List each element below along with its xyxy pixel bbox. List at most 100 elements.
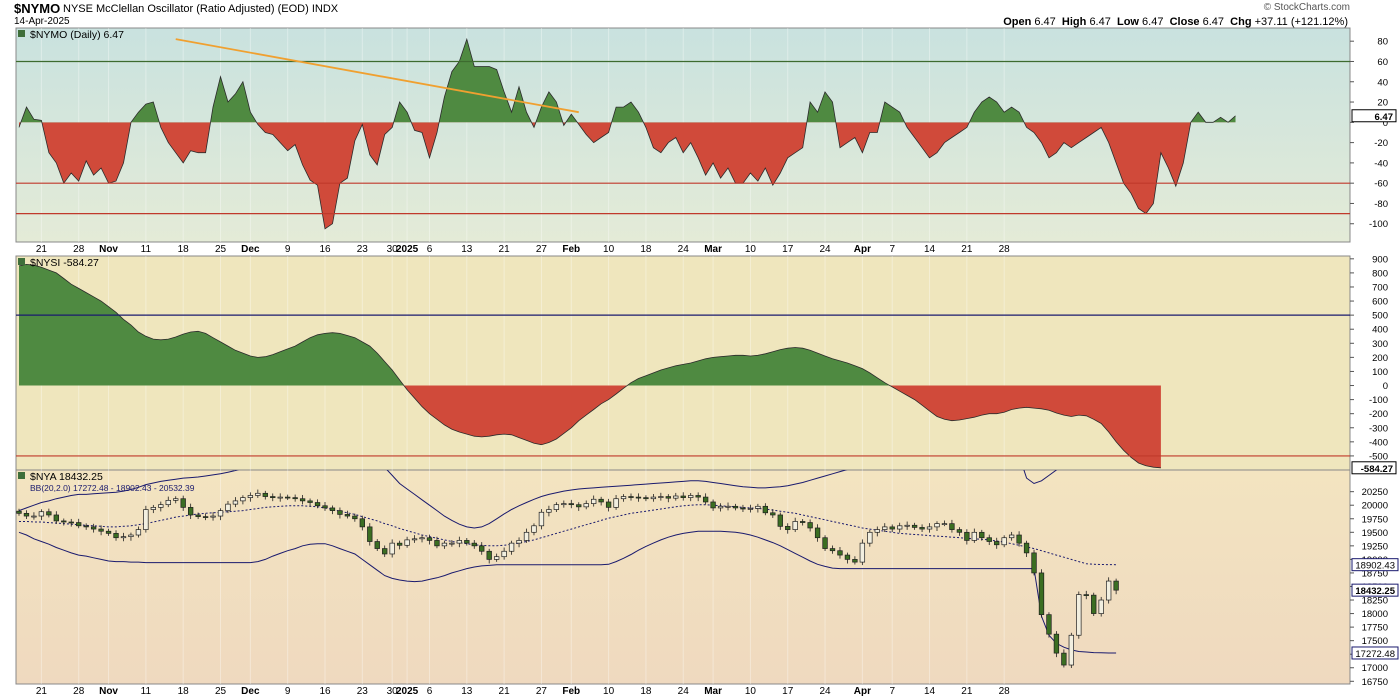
chg-value: +37.11 (+121.12%) [1254, 16, 1348, 28]
y-tick-label: 19750 [1362, 514, 1388, 525]
candle [1008, 534, 1015, 539]
candle [314, 502, 321, 507]
x-tick-label: 16 [319, 686, 331, 697]
candle [538, 511, 545, 527]
candle [986, 537, 992, 542]
candle [1023, 542, 1030, 554]
candle [882, 526, 888, 530]
x-tick-label: 18 [178, 244, 190, 255]
low-value: 6.47 [1142, 16, 1164, 28]
series-label: $NYMO (Daily) 6.47 [30, 29, 124, 41]
candle [508, 542, 515, 552]
candle [911, 524, 918, 528]
y-tick-label: -20 [1374, 138, 1388, 149]
price-tag-box [1351, 646, 1399, 660]
source-credit[interactable]: © StockCharts.com [1263, 2, 1350, 13]
candle [650, 496, 657, 500]
x-tick-label: 28 [999, 244, 1011, 255]
y-tick-label: 18000 [1362, 609, 1388, 620]
candle [38, 511, 45, 517]
indicator-label: BB(20,2.0) 17272.48 - 18902.43 - 20532.3… [30, 483, 195, 493]
y-tick-label: 17500 [1362, 636, 1388, 647]
y-tick-label: 17000 [1362, 663, 1388, 674]
bollinger-upper [18, 470, 1058, 529]
candle [605, 501, 612, 508]
candle [90, 526, 97, 530]
series-label: $NYA 18432.25 [30, 471, 103, 483]
candle [501, 550, 507, 558]
candle [180, 498, 186, 508]
y-tick-label: 800 [1372, 268, 1388, 279]
high-label: High [1061, 16, 1087, 28]
candle [1076, 594, 1082, 636]
candle [1046, 614, 1052, 635]
candle [934, 523, 940, 528]
candle [732, 505, 739, 509]
y-tick-label: 0 [1383, 381, 1388, 392]
x-tick-label: 28 [73, 686, 85, 697]
x-tick-label: 18 [178, 686, 190, 697]
candle [979, 531, 985, 539]
x-tick-label: 24 [819, 244, 831, 255]
candle [187, 507, 194, 516]
open-value: 6.47 [1034, 16, 1056, 28]
candle [165, 499, 171, 506]
candle [202, 516, 209, 518]
y-tick-label: 40 [1377, 77, 1388, 88]
candle [777, 514, 783, 527]
candle [344, 514, 351, 517]
candle [150, 507, 157, 510]
low-label: Low [1116, 16, 1139, 28]
x-tick-label: 27 [536, 244, 548, 255]
y-tick-label: 20 [1377, 98, 1388, 109]
x-tick-label: Mar [704, 244, 722, 255]
price-tag: 18902.43 [1355, 561, 1395, 572]
x-tick-label: 14 [924, 244, 936, 255]
y-tick-label: 18250 [1362, 596, 1388, 607]
close-value: 6.47 [1202, 16, 1225, 28]
series-swatch [18, 258, 25, 265]
candle [1016, 534, 1022, 544]
candle [710, 501, 716, 509]
chart-title: NYSE McClellan Oscillator (Ratio Adjuste… [63, 3, 338, 15]
candle [568, 503, 574, 506]
candle [941, 523, 948, 525]
candle [419, 537, 425, 540]
x-tick-label: 9 [285, 244, 291, 255]
candle [523, 531, 530, 541]
candle [964, 531, 970, 541]
x-tick-label: 13 [461, 244, 473, 255]
candle [702, 496, 709, 503]
x-tick-label: 21 [499, 686, 511, 697]
candle [225, 503, 231, 511]
y-tick-label: 18750 [1362, 568, 1388, 579]
candle [792, 521, 798, 530]
y-tick-label: 100 [1372, 367, 1388, 378]
series-swatch [18, 30, 25, 37]
x-tick-label: 27 [536, 686, 548, 697]
chg-label: Chg [1230, 16, 1252, 28]
candle [1105, 580, 1112, 601]
candle [322, 505, 328, 509]
symbol-title: $NYMO [14, 1, 61, 16]
x-tick-label: 23 [357, 686, 369, 697]
candle [195, 514, 201, 517]
x-tick-label: 28 [73, 244, 85, 255]
y-tick-label: -200 [1369, 409, 1388, 420]
candle [814, 527, 821, 539]
candle [53, 514, 59, 522]
candle [1061, 652, 1067, 666]
candle [956, 529, 963, 533]
x-tick-label: 21 [36, 686, 48, 697]
x-tick-label: 25 [215, 686, 227, 697]
candle [16, 510, 22, 514]
candle [299, 498, 306, 502]
candle [1038, 572, 1045, 616]
y-tick-label: -40 [1374, 158, 1388, 169]
price-tag: 18432.25 [1355, 586, 1395, 597]
y-tick-label: 19250 [1362, 541, 1388, 552]
candle [591, 498, 597, 504]
candle [822, 537, 828, 549]
candle [747, 508, 754, 510]
